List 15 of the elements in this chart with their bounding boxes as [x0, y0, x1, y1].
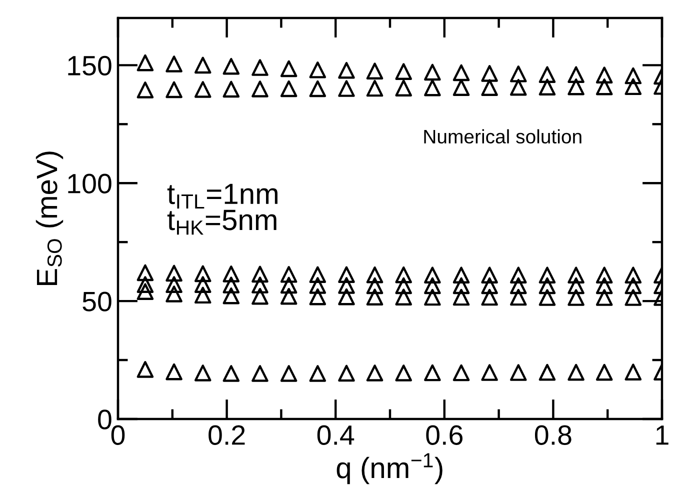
y-tick-label: 100	[68, 174, 112, 194]
annotation: Numerical solution	[424, 129, 582, 144]
y-tick-label: 0	[98, 410, 112, 430]
annotation: t$_{ITL}$=1nm	[167, 184, 278, 209]
x-axis-title: q (nm$^{−1}$)	[336, 453, 442, 484]
x-tick-label: 0.4	[317, 425, 354, 445]
y-tick-label: 150	[68, 56, 112, 76]
x-tick-label: 1	[656, 426, 668, 445]
y-axis-title: E$_{SO}$ (meV)	[36, 152, 64, 285]
x-tick-label: 0.8	[534, 425, 572, 445]
y-tick-label: 50	[82, 292, 112, 312]
x-tick-label: 0.6	[426, 425, 462, 445]
x-tick-label: 0.2	[208, 425, 245, 445]
x-tick-label: 0	[111, 425, 125, 445]
annotation: t$_{HK}$=5nm	[167, 210, 276, 235]
